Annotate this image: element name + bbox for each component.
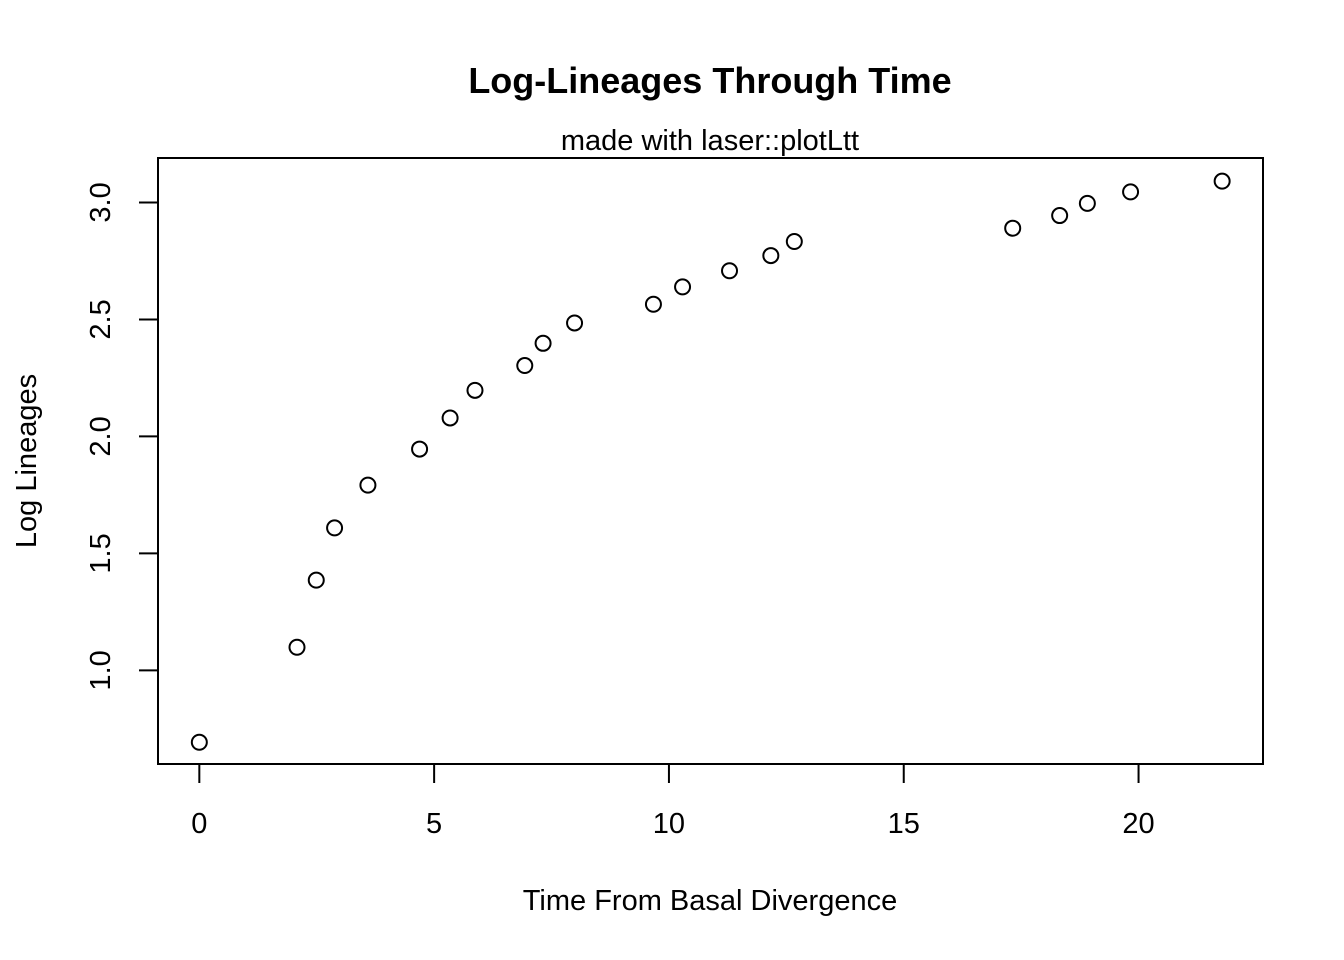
- data-points: [190, 172, 1231, 751]
- y-tick-label: 1.5: [85, 533, 117, 573]
- data-point: [534, 334, 552, 352]
- data-point: [1051, 207, 1069, 225]
- data-point: [566, 314, 584, 332]
- data-point: [466, 381, 484, 399]
- data-point: [1213, 172, 1231, 190]
- data-point: [674, 278, 692, 296]
- data-point: [441, 409, 459, 427]
- chart-subtitle: made with laser::plotLtt: [561, 125, 859, 157]
- x-tick-label: 0: [191, 808, 207, 840]
- data-point: [359, 476, 377, 494]
- data-point: [1122, 183, 1140, 201]
- data-point: [288, 638, 306, 656]
- data-point: [1004, 219, 1022, 237]
- y-tick-label: 3.0: [85, 182, 117, 222]
- data-point: [1078, 194, 1096, 212]
- y-axis-label: Log Lineages: [11, 374, 43, 548]
- data-point: [411, 440, 429, 458]
- data-point: [785, 233, 803, 251]
- y-tick-label: 2.5: [85, 299, 117, 339]
- data-point: [326, 519, 344, 537]
- y-tick-label: 1.0: [85, 650, 117, 690]
- x-axis-label: Time From Basal Divergence: [523, 885, 897, 917]
- data-point: [762, 247, 780, 265]
- data-point: [307, 571, 325, 589]
- data-point: [516, 357, 534, 375]
- x-tick-label: 10: [653, 808, 685, 840]
- data-point: [190, 733, 208, 751]
- plot-area-frame: [157, 157, 1264, 765]
- x-axis-ticks: 0 5 10 15 20: [191, 764, 1155, 840]
- x-tick-label: 5: [426, 808, 442, 840]
- y-tick-label: 2.0: [85, 416, 117, 456]
- chart-title: Log-Lineages Through Time: [468, 60, 951, 101]
- y-axis-ticks: 1.0 1.5 2.0 2.5 3.0: [85, 182, 158, 691]
- x-tick-label: 20: [1122, 808, 1154, 840]
- data-point: [721, 262, 739, 280]
- x-tick-label: 15: [888, 808, 920, 840]
- data-point: [644, 295, 662, 313]
